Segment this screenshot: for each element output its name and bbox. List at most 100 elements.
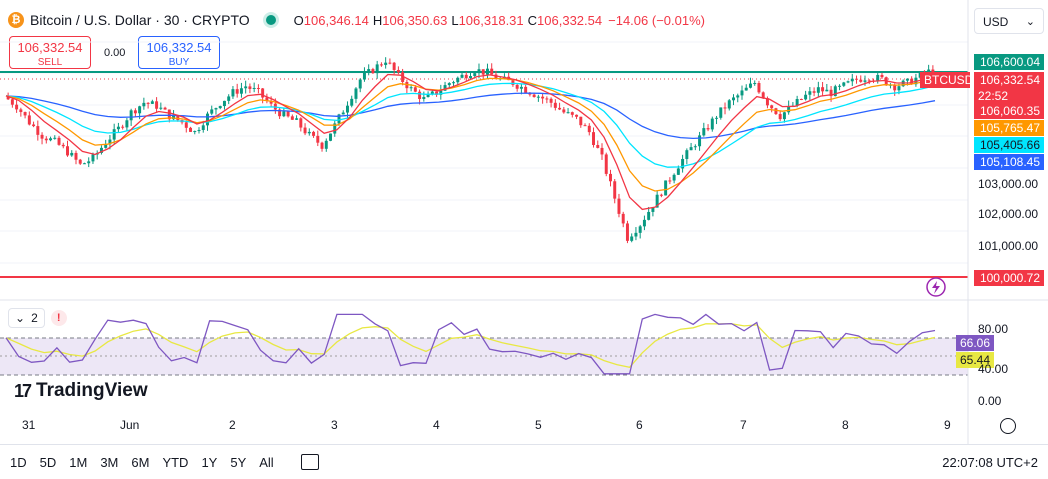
- candle-body: [129, 110, 133, 121]
- timeframe-3m[interactable]: 3M: [100, 454, 119, 470]
- candle-body: [261, 88, 265, 98]
- candle-body: [469, 76, 472, 79]
- candle-body: [367, 69, 371, 73]
- timeframe-1m[interactable]: 1M: [69, 454, 88, 470]
- time-axis-label: 4: [433, 418, 440, 432]
- candle-body: [312, 131, 316, 136]
- candle-body: [430, 91, 434, 94]
- ma-top-price-label: 106,600.04: [974, 54, 1044, 70]
- timeframe-1d[interactable]: 1D: [10, 454, 27, 470]
- candle-body: [320, 142, 324, 149]
- candle-body: [816, 87, 820, 93]
- timeframe-all[interactable]: All: [259, 454, 274, 470]
- candle-body: [795, 98, 799, 106]
- candle-body: [481, 69, 485, 75]
- low-value: 106,318.31: [458, 12, 524, 28]
- candle-body: [248, 86, 252, 89]
- candle-body: [290, 116, 294, 120]
- timeframe-1y[interactable]: 1Y: [201, 454, 218, 470]
- candle-body: [477, 69, 481, 74]
- timeframe-6m[interactable]: 6M: [131, 454, 150, 470]
- candle-body: [163, 107, 167, 110]
- candle-body: [804, 94, 808, 100]
- indicator-collapse-button[interactable]: ⌄ 2: [8, 308, 45, 328]
- candle-body: [27, 115, 31, 125]
- candle-body: [863, 80, 867, 82]
- candle-body: [121, 126, 125, 128]
- candle-body: [702, 128, 706, 136]
- timeframe-ytd[interactable]: YTD: [162, 454, 189, 470]
- time-axis-label: 9: [944, 418, 951, 432]
- y-axis-label: 102,000.00: [978, 207, 1039, 221]
- candle-body: [765, 98, 769, 106]
- timeframe-5y[interactable]: 5Y: [230, 454, 247, 470]
- candle-body: [647, 211, 651, 220]
- candle-body: [222, 100, 226, 107]
- candle-body: [838, 85, 842, 87]
- settings-gear-icon[interactable]: [1000, 418, 1016, 434]
- candle-body: [32, 124, 36, 127]
- time-axis-label: Jun: [120, 418, 140, 432]
- candle-body: [681, 158, 685, 169]
- candle-body: [782, 112, 786, 120]
- candle-body: [184, 122, 188, 128]
- candle-body: [337, 114, 341, 124]
- candle-body: [587, 125, 591, 133]
- candle-body: [740, 90, 744, 96]
- rsi-value-label: 66.06: [956, 335, 994, 351]
- price-change: −14.06 (−0.01%): [608, 12, 705, 28]
- candle-body: [256, 87, 260, 89]
- clock[interactable]: 22:07:08 UTC+2: [942, 455, 1038, 470]
- ema-mid-price-label: 105,765.47: [974, 120, 1044, 136]
- tradingview-logo[interactable]: 17 TradingView: [14, 380, 148, 402]
- candle-body: [189, 127, 193, 132]
- candle-body: [655, 194, 659, 208]
- time-axis-label: 8: [842, 418, 849, 432]
- candle-body: [732, 97, 735, 101]
- candle-body: [592, 132, 596, 146]
- symbol-title[interactable]: Bitcoin / U.S. Dollar · 30 · CRYPTO: [30, 12, 250, 28]
- currency-select[interactable]: USD ⌄: [974, 8, 1044, 34]
- ema-slow-price-label: 105,405.66: [974, 137, 1044, 153]
- candle-body: [452, 82, 456, 84]
- candle-body: [354, 88, 358, 99]
- candle-body: [392, 62, 396, 70]
- candle-body: [295, 118, 299, 120]
- candle-body: [82, 163, 86, 165]
- timeframe-5d[interactable]: 5D: [39, 454, 57, 470]
- time-axis-label: 5: [535, 418, 542, 432]
- time-axis-label: 3: [331, 418, 338, 432]
- calendar-icon[interactable]: [300, 454, 319, 470]
- candle-body: [799, 98, 803, 100]
- candle-body: [396, 69, 400, 73]
- currency-label: USD: [983, 15, 1009, 29]
- candle-body: [719, 107, 723, 118]
- candle-body: [201, 125, 205, 130]
- candle-body: [265, 97, 269, 101]
- candle-body: [133, 110, 137, 114]
- candle-body: [774, 108, 778, 115]
- candle-body: [324, 140, 328, 149]
- tradingview-logo-icon: 17: [14, 380, 32, 401]
- candle-body: [600, 147, 604, 155]
- candle-body: [341, 112, 345, 115]
- high-key: H: [372, 12, 383, 28]
- candle-body: [19, 109, 23, 113]
- candle-body: [812, 91, 816, 93]
- warning-icon[interactable]: !: [50, 310, 67, 326]
- candle-body: [490, 68, 494, 75]
- candle-body: [74, 152, 78, 160]
- candle-body: [710, 118, 714, 130]
- candle-body: [596, 145, 600, 148]
- lightning-bolt-icon: [932, 281, 940, 294]
- candle-body: [613, 181, 617, 199]
- candle-body: [155, 101, 159, 109]
- candle-body: [413, 87, 417, 92]
- candle-body: [787, 106, 791, 113]
- candle-body: [40, 134, 44, 139]
- candle-body: [6, 95, 10, 100]
- buy-label: BUY: [168, 57, 190, 68]
- high-value: 106,350.63: [382, 12, 448, 28]
- price-chart[interactable]: [0, 0, 1048, 444]
- candle-body: [66, 146, 69, 156]
